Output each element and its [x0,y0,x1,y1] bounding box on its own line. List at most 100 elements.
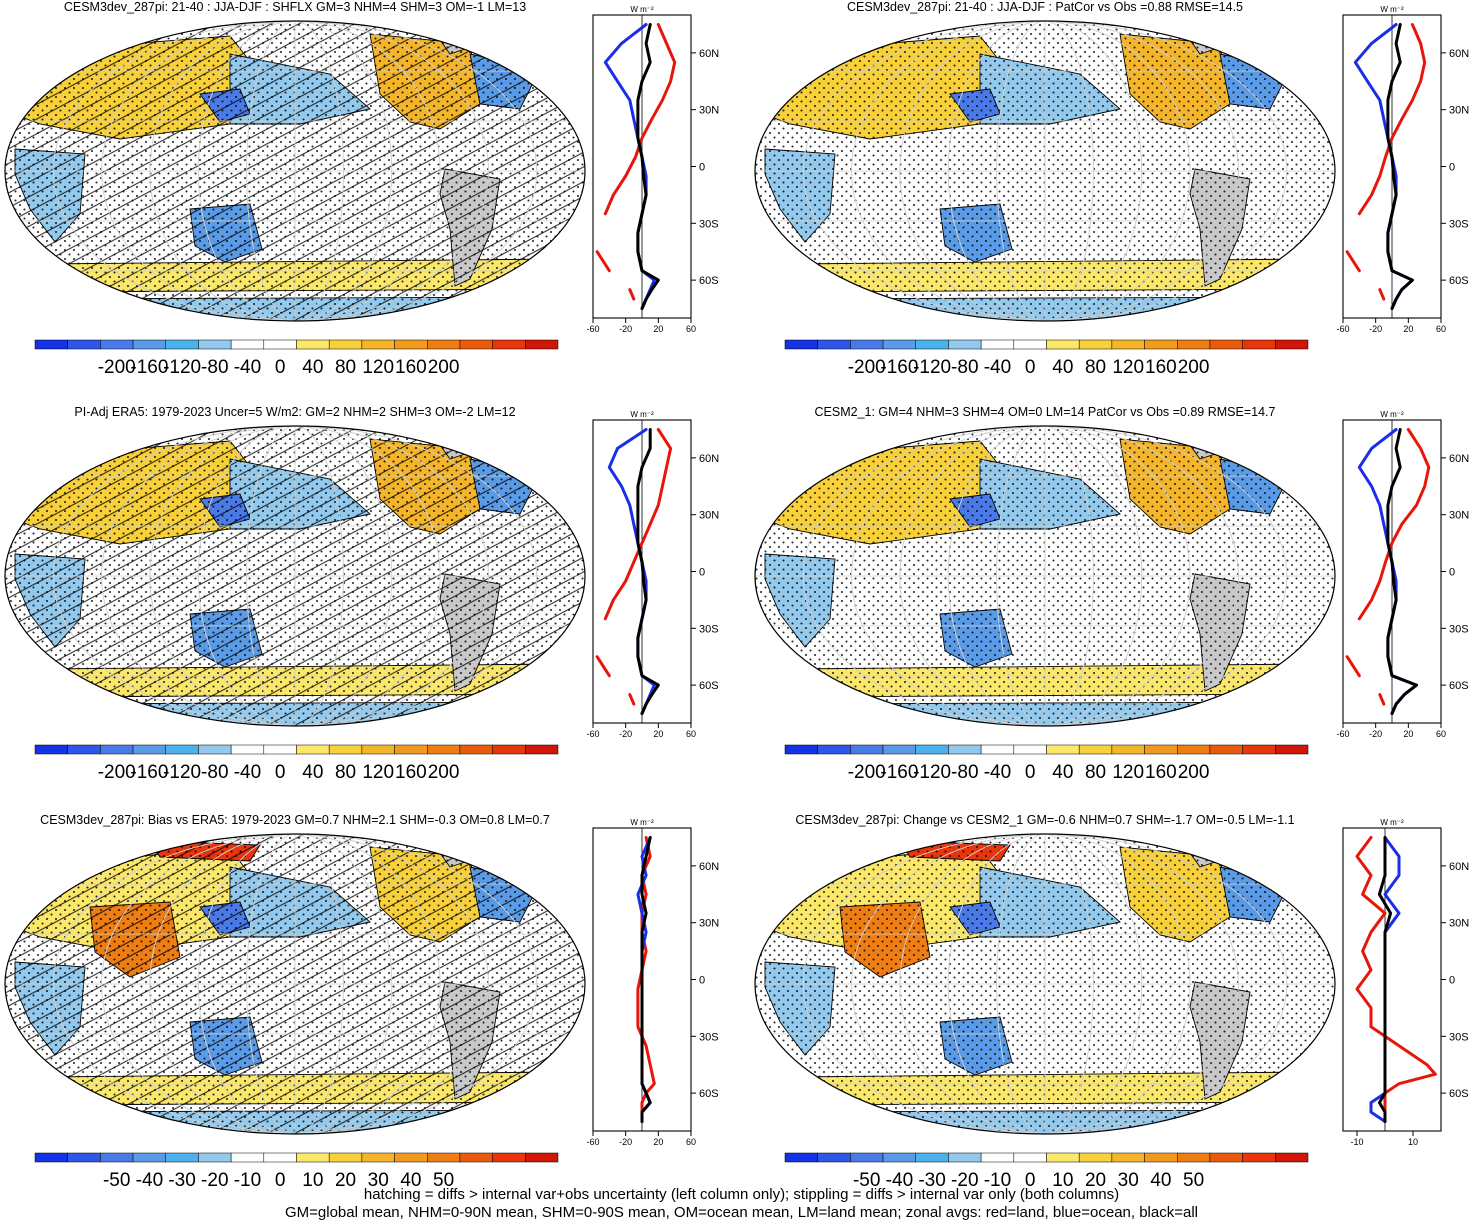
colorbar-swatch [1144,339,1178,350]
colorbar-swatch [525,744,559,755]
meridian-gridline [246,21,344,321]
lat-tick-label: 60S [699,680,719,692]
colorbar-label: -80 [951,762,978,783]
colorbar-label: 120 [1112,762,1144,783]
panel-title: CESM3dev_287pi: 21-40 : JJA-DJF : PatCor… [846,0,1243,14]
panel-title: CESM3dev_287pi: Bias vs ERA5: 1979-2023 … [40,813,550,827]
lat-tick-label: 0 [1449,162,1455,174]
zonal-mean-plot: W m⁻² 60N 30N 0 30S 60S -60 -20 20 60 [586,818,719,1147]
meridian-gridline [899,426,1191,726]
colorbar-label: 80 [335,762,356,783]
lat-tick-label: 60S [699,275,719,287]
lat-tick-label: 30N [1449,918,1469,930]
colorbar-swatch [1013,339,1047,350]
colorbar-swatch [1078,1152,1113,1163]
colorbar-swatch [263,339,297,350]
colorbar-label: 120 [1112,357,1144,378]
zonal-mean-plot: W m⁻² 60N 30N 0 30S 60S -60 -20 20 60 [1336,410,1469,739]
colorbar-swatch [492,744,526,755]
colorbar-label: -20 [951,1170,978,1191]
meridian-gridline [52,21,538,321]
panel-change-vs-cesm2: CESM3dev_287pi: Change vs CESM2_1 GM=-0.… [750,813,1483,1218]
colorbar-swatch [1177,1152,1211,1163]
colorbar-label: -50 [853,1170,880,1191]
meridian-gridline [197,426,393,726]
lat-tick-label: 30N [699,918,719,930]
colorbar-swatch [1242,744,1276,755]
x-tick-label: -20 [619,729,632,739]
zonal-frame [1342,827,1442,1132]
panel-bias-vs-era5: CESM3dev_287pi: Bias vs ERA5: 1979-2023 … [0,813,740,1218]
colorbar-label: -40 [234,762,261,783]
x-tick-label: 60 [686,729,696,739]
zonal-all-line [640,836,652,1123]
colorbar-swatch [784,339,818,350]
colorbar-swatch [198,744,232,755]
lat-tick-label: 60S [699,1088,719,1100]
colorbar-label: 120 [362,762,394,783]
colorbar-label: 0 [275,762,286,783]
zonal-all-line [636,23,660,310]
x-tick-label: -60 [586,729,599,739]
x-tick-label: -20 [619,324,632,334]
colorbar-swatch [67,744,101,755]
zonal-all-line [1386,23,1414,310]
robinson-map [754,20,1336,322]
colorbar-label: 200 [1178,357,1210,378]
x-tick-label: -60 [1336,324,1349,334]
meridian-gridline [101,21,489,321]
colorbar-swatch [1046,339,1080,350]
colorbar-swatch [34,744,68,755]
meridian-gridline [899,834,1191,1134]
x-tick-label: 60 [686,1137,696,1147]
colorbar-label: 160 [1145,762,1177,783]
colorbar-swatch [784,1152,818,1163]
meridian-gridline [802,834,1288,1134]
colorbar-label: -120 [913,357,951,378]
footer-note-1: hatching = diffs > internal var+obs unce… [363,1186,1120,1203]
meridian-gridline [802,426,1288,726]
x-tick-label: -60 [586,324,599,334]
meridian-gridline [149,21,441,321]
colorbar: -200-160-120 -80 -40 0 40 80 120 160 200 [34,339,559,378]
meridian-gridline [52,426,538,726]
x-tick-label: 20 [1403,729,1413,739]
colorbar-label: 0 [1025,357,1036,378]
lat-tick-label: 60N [699,48,719,60]
meridian-gridline [197,834,393,1134]
colorbar-label: -40 [886,1170,913,1191]
lat-tick-label: 0 [1449,567,1455,579]
colorbar-swatch [1013,744,1047,755]
colorbar-swatch [882,1152,916,1163]
zonal-mean-plot: W m⁻² 60N 30N 0 30S 60S -60 -20 20 60 [586,5,719,334]
lat-tick-label: 0 [699,567,705,579]
robinson-map [4,833,586,1135]
colorbar-label: 80 [1085,762,1106,783]
robinson-map [754,833,1336,1135]
colorbar-label: -40 [984,357,1011,378]
colorbar-swatch [1111,339,1145,350]
x-tick-label: -60 [586,1137,599,1147]
meridian-gridline [246,426,344,726]
colorbar-label: 0 [1025,1170,1036,1191]
colorbar-swatch [882,744,916,755]
zonal-unit-label: W m⁻² [1380,410,1404,419]
lat-tick-label: 60N [699,453,719,465]
colorbar-swatch [882,339,916,350]
colorbar-swatch [100,339,134,350]
colorbar-swatch [459,744,493,755]
colorbar-swatch [361,1152,395,1163]
zonal-ocean-line [607,428,656,715]
zonal-land-line [1345,23,1427,301]
robinson-map [4,425,586,727]
colorbar-label: 0 [1025,762,1036,783]
meridian-gridline [899,21,1191,321]
colorbar-swatch [980,744,1015,755]
lat-tick-label: 60S [1449,680,1469,692]
colorbar-swatch [1111,1152,1145,1163]
colorbar-swatch [1209,339,1243,350]
colorbar-label: 200 [428,357,460,378]
meridian-gridline [851,426,1239,726]
colorbar: -200-160-120 -80 -40 0 40 80 120 160 200 [34,744,559,783]
colorbar-swatch [394,744,428,755]
